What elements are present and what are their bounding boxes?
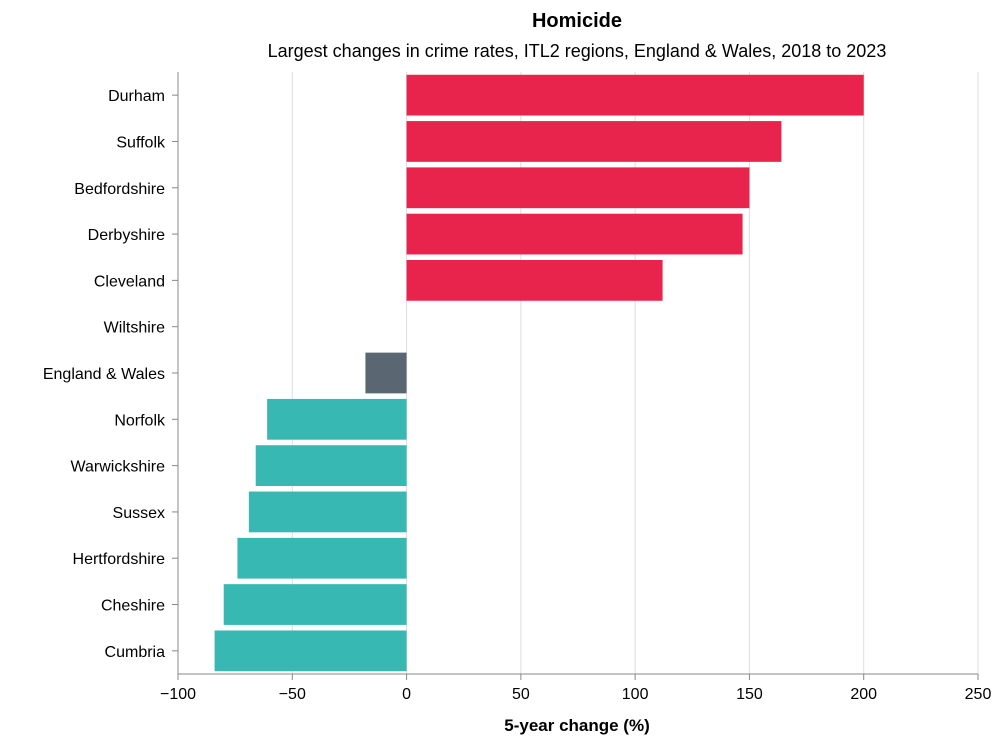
y-tick-label: Durham [108,88,165,105]
y-tick-label: Cumbria [105,644,166,661]
y-axis: Durham Suffolk Bedfordshire Derbyshire Cleve… [43,72,179,674]
x-tick-label: 100 [622,686,649,703]
bar [255,445,407,486]
y-tick-label: Norfolk [114,412,166,429]
x-tick-label: 50 [512,686,530,703]
bar [214,630,407,672]
y-tick-label: Cheshire [101,598,165,615]
x-tick-label: 0 [402,686,411,703]
bar [406,260,663,301]
y-tick-label: Warwickshire [70,459,165,476]
bar [248,491,407,533]
y-tick-label: Cleveland [94,273,165,290]
bar [267,398,407,440]
y-tick-label: Bedfordshire [74,181,165,198]
y-tick-label: Derbyshire [88,227,165,244]
x-tick-label: 200 [850,686,877,703]
gridlines [177,72,979,674]
y-tick-label: Wiltshire [104,320,165,337]
x-axis: −100 −50 0 50 100 150 200 250 [160,673,992,703]
y-tick-label: Sussex [113,505,165,522]
x-tick-label: −100 [160,686,196,703]
bars [214,74,864,672]
chart-subtitle: Largest changes in crime rates, ITL2 reg… [268,41,887,61]
chart-title: Homicide [532,10,622,32]
y-tick-label: Hertfordshire [73,551,166,568]
bar [406,167,750,209]
x-tick-label: −50 [279,686,306,703]
bar [406,213,743,255]
x-tick-label: 250 [965,686,992,703]
y-tick-label: Suffolk [116,134,166,151]
bar [223,584,407,625]
bar [365,352,407,394]
x-axis-title: 5-year change (%) [504,716,650,735]
bar [406,74,864,116]
bar [406,121,782,162]
bar [237,537,407,579]
y-tick-label: England & Wales [43,366,165,383]
x-tick-label: 150 [736,686,763,703]
